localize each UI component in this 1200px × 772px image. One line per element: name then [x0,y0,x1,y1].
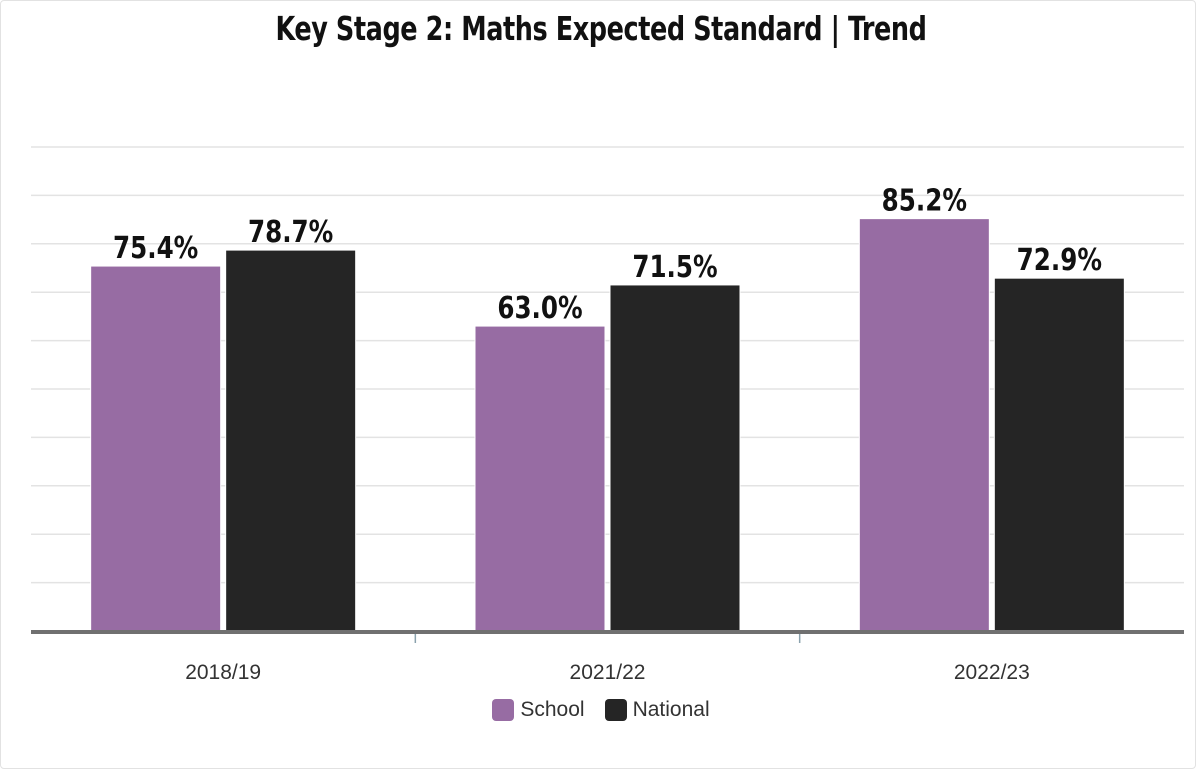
data-label: 78.7% [248,216,333,250]
data-label: 72.9% [1017,244,1102,278]
bar-chart: 75.4% 78.7% 2018/19 63.0% 71.5% 2021/22 85.2% 7… [31,146,1184,684]
bar-school[interactable] [90,265,222,632]
bar-school[interactable] [858,218,990,632]
x-tick-label: 2022/23 [954,661,1030,684]
legend-label-school: School [520,698,585,721]
legend-swatch-national [604,699,627,721]
legend-item-school[interactable]: School [492,698,585,722]
legend: School National [1,698,1200,722]
data-label: 63.0% [497,292,582,326]
legend-item-national[interactable]: National [604,698,710,722]
x-tick-label: 2018/19 [185,661,261,684]
data-label: 75.4% [113,232,198,266]
data-label: 85.2% [882,184,967,218]
legend-swatch-school [492,699,515,721]
bar-national[interactable] [225,249,357,632]
legend-label-national: National [632,698,710,721]
chart-title: Key Stage 2: Maths Expected Standard | T… [275,9,927,48]
data-label: 71.5% [632,251,717,285]
bar-national[interactable] [609,284,741,632]
bar-school[interactable] [474,325,606,632]
bar-national[interactable] [993,277,1125,632]
x-tick-label: 2021/22 [570,661,646,684]
